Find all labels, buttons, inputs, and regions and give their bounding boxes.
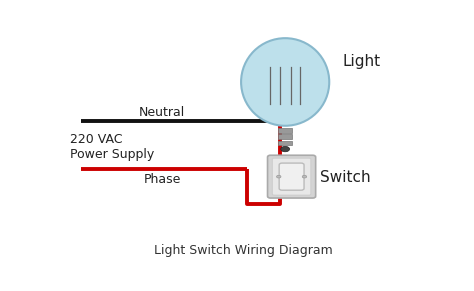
Circle shape <box>281 146 290 152</box>
Bar <box>278 141 292 146</box>
FancyBboxPatch shape <box>272 158 311 195</box>
Bar <box>278 134 292 139</box>
Text: Neutral: Neutral <box>139 106 185 119</box>
Circle shape <box>302 175 307 178</box>
Text: Switch: Switch <box>320 170 371 185</box>
Text: Light Switch Wiring Diagram: Light Switch Wiring Diagram <box>154 244 332 257</box>
Text: Phase: Phase <box>144 173 181 186</box>
FancyBboxPatch shape <box>279 163 304 190</box>
Text: Light: Light <box>342 54 380 69</box>
Text: Power Supply: Power Supply <box>70 148 155 161</box>
Bar <box>278 128 292 133</box>
Ellipse shape <box>241 38 329 126</box>
Text: 220 VAC: 220 VAC <box>70 133 123 146</box>
Circle shape <box>276 175 281 178</box>
FancyBboxPatch shape <box>267 155 316 198</box>
